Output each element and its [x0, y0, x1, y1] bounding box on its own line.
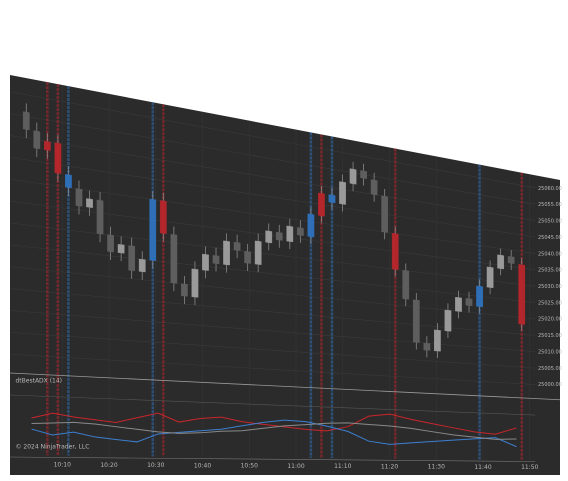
candle-body — [423, 342, 431, 351]
candle-body — [275, 231, 283, 241]
grid-line — [9, 157, 536, 238]
grid-line — [9, 310, 536, 353]
candle-body — [223, 240, 230, 266]
y-tick-label: 25000.00 — [538, 382, 562, 388]
candle-body — [75, 188, 83, 207]
y-tick-label: 25010.00 — [538, 349, 562, 355]
candle-body — [412, 299, 420, 343]
grid-line — [9, 178, 536, 254]
x-tick-label: 10:20 — [100, 462, 117, 469]
candle-body — [307, 213, 315, 238]
candle-body — [391, 232, 399, 270]
indicator-line — [31, 419, 517, 448]
candle-body — [402, 269, 410, 300]
candle-body — [117, 244, 125, 254]
candle-body — [86, 198, 93, 208]
candle-body — [33, 130, 41, 150]
candle-body — [318, 192, 325, 217]
x-tick-label: 11:20 — [381, 463, 398, 470]
candle-body — [455, 297, 462, 312]
candle-body — [381, 195, 389, 233]
grid-line — [9, 332, 536, 369]
y-tick-label: 25035.00 — [538, 268, 562, 274]
candle-body — [22, 111, 30, 131]
candle-body — [149, 198, 157, 262]
x-tick-label: 11:10 — [334, 463, 351, 470]
candle-body — [286, 225, 294, 243]
candle-body — [444, 309, 452, 332]
x-tick-label: 11:00 — [287, 463, 304, 470]
x-tick-label: 11:50 — [521, 464, 538, 471]
indicator-line — [31, 412, 517, 435]
x-tick-label: 11:40 — [474, 464, 491, 471]
grid-line — [9, 91, 536, 189]
candle-body — [328, 194, 336, 204]
candle-body — [296, 227, 304, 236]
y-tick-label: 25040.00 — [538, 251, 562, 257]
candle-body — [43, 140, 51, 151]
candle-body — [170, 234, 178, 284]
copyright: © 2024 NinjaTrader, LLC — [16, 444, 90, 451]
grid-line — [9, 135, 536, 221]
candle-body — [54, 142, 62, 174]
y-tick-label: 25025.00 — [538, 300, 562, 306]
y-tick-label: 25055.00 — [538, 202, 562, 208]
candle-body — [370, 179, 378, 196]
candle-body — [507, 255, 515, 264]
candle-body — [212, 255, 220, 265]
candle-body — [349, 168, 357, 185]
candle-body — [96, 199, 104, 235]
candle-body — [265, 230, 273, 244]
x-tick-label: 10:40 — [194, 462, 211, 469]
y-tick-label: 25030.00 — [538, 284, 562, 290]
grid-line — [9, 353, 536, 385]
candle-body — [339, 181, 346, 205]
grid-line — [9, 113, 536, 205]
candle-body — [159, 200, 167, 234]
candle-body — [254, 240, 262, 266]
candle-body — [518, 264, 526, 325]
candle-body — [128, 245, 136, 272]
candle-body — [191, 268, 199, 298]
candle-body — [434, 329, 441, 352]
panel-separator — [9, 372, 561, 401]
indicator-line — [31, 421, 517, 440]
time-axis — [9, 456, 536, 462]
candle-body — [497, 254, 505, 270]
grid-line — [9, 244, 536, 303]
candle-body — [465, 298, 473, 307]
candle-body — [107, 234, 114, 253]
x-tick-label: 10:10 — [54, 462, 71, 469]
candle-body — [202, 253, 209, 271]
candle-body — [476, 285, 483, 308]
candle-body — [486, 266, 494, 289]
y-tick-label: 25050.00 — [538, 219, 562, 225]
candle-body — [65, 174, 72, 189]
indicator-border — [9, 394, 536, 416]
y-tick-label: 25005.00 — [538, 366, 562, 372]
y-tick-label: 25015.00 — [538, 333, 562, 339]
x-tick-label: 10:30 — [147, 462, 164, 469]
candle-body — [360, 170, 367, 180]
candle-body — [138, 258, 146, 273]
y-tick-label: 25020.00 — [538, 317, 562, 323]
y-tick-label: 25045.00 — [538, 235, 562, 241]
candle-body — [181, 283, 188, 297]
candle-body — [233, 241, 241, 251]
x-tick-label: 11:30 — [428, 464, 445, 471]
x-tick-label: 10:50 — [241, 463, 258, 470]
indicator-label: dtBestADX (14) — [16, 378, 63, 385]
candle-body — [244, 250, 252, 264]
y-tick-label: 25060.00 — [538, 186, 562, 192]
